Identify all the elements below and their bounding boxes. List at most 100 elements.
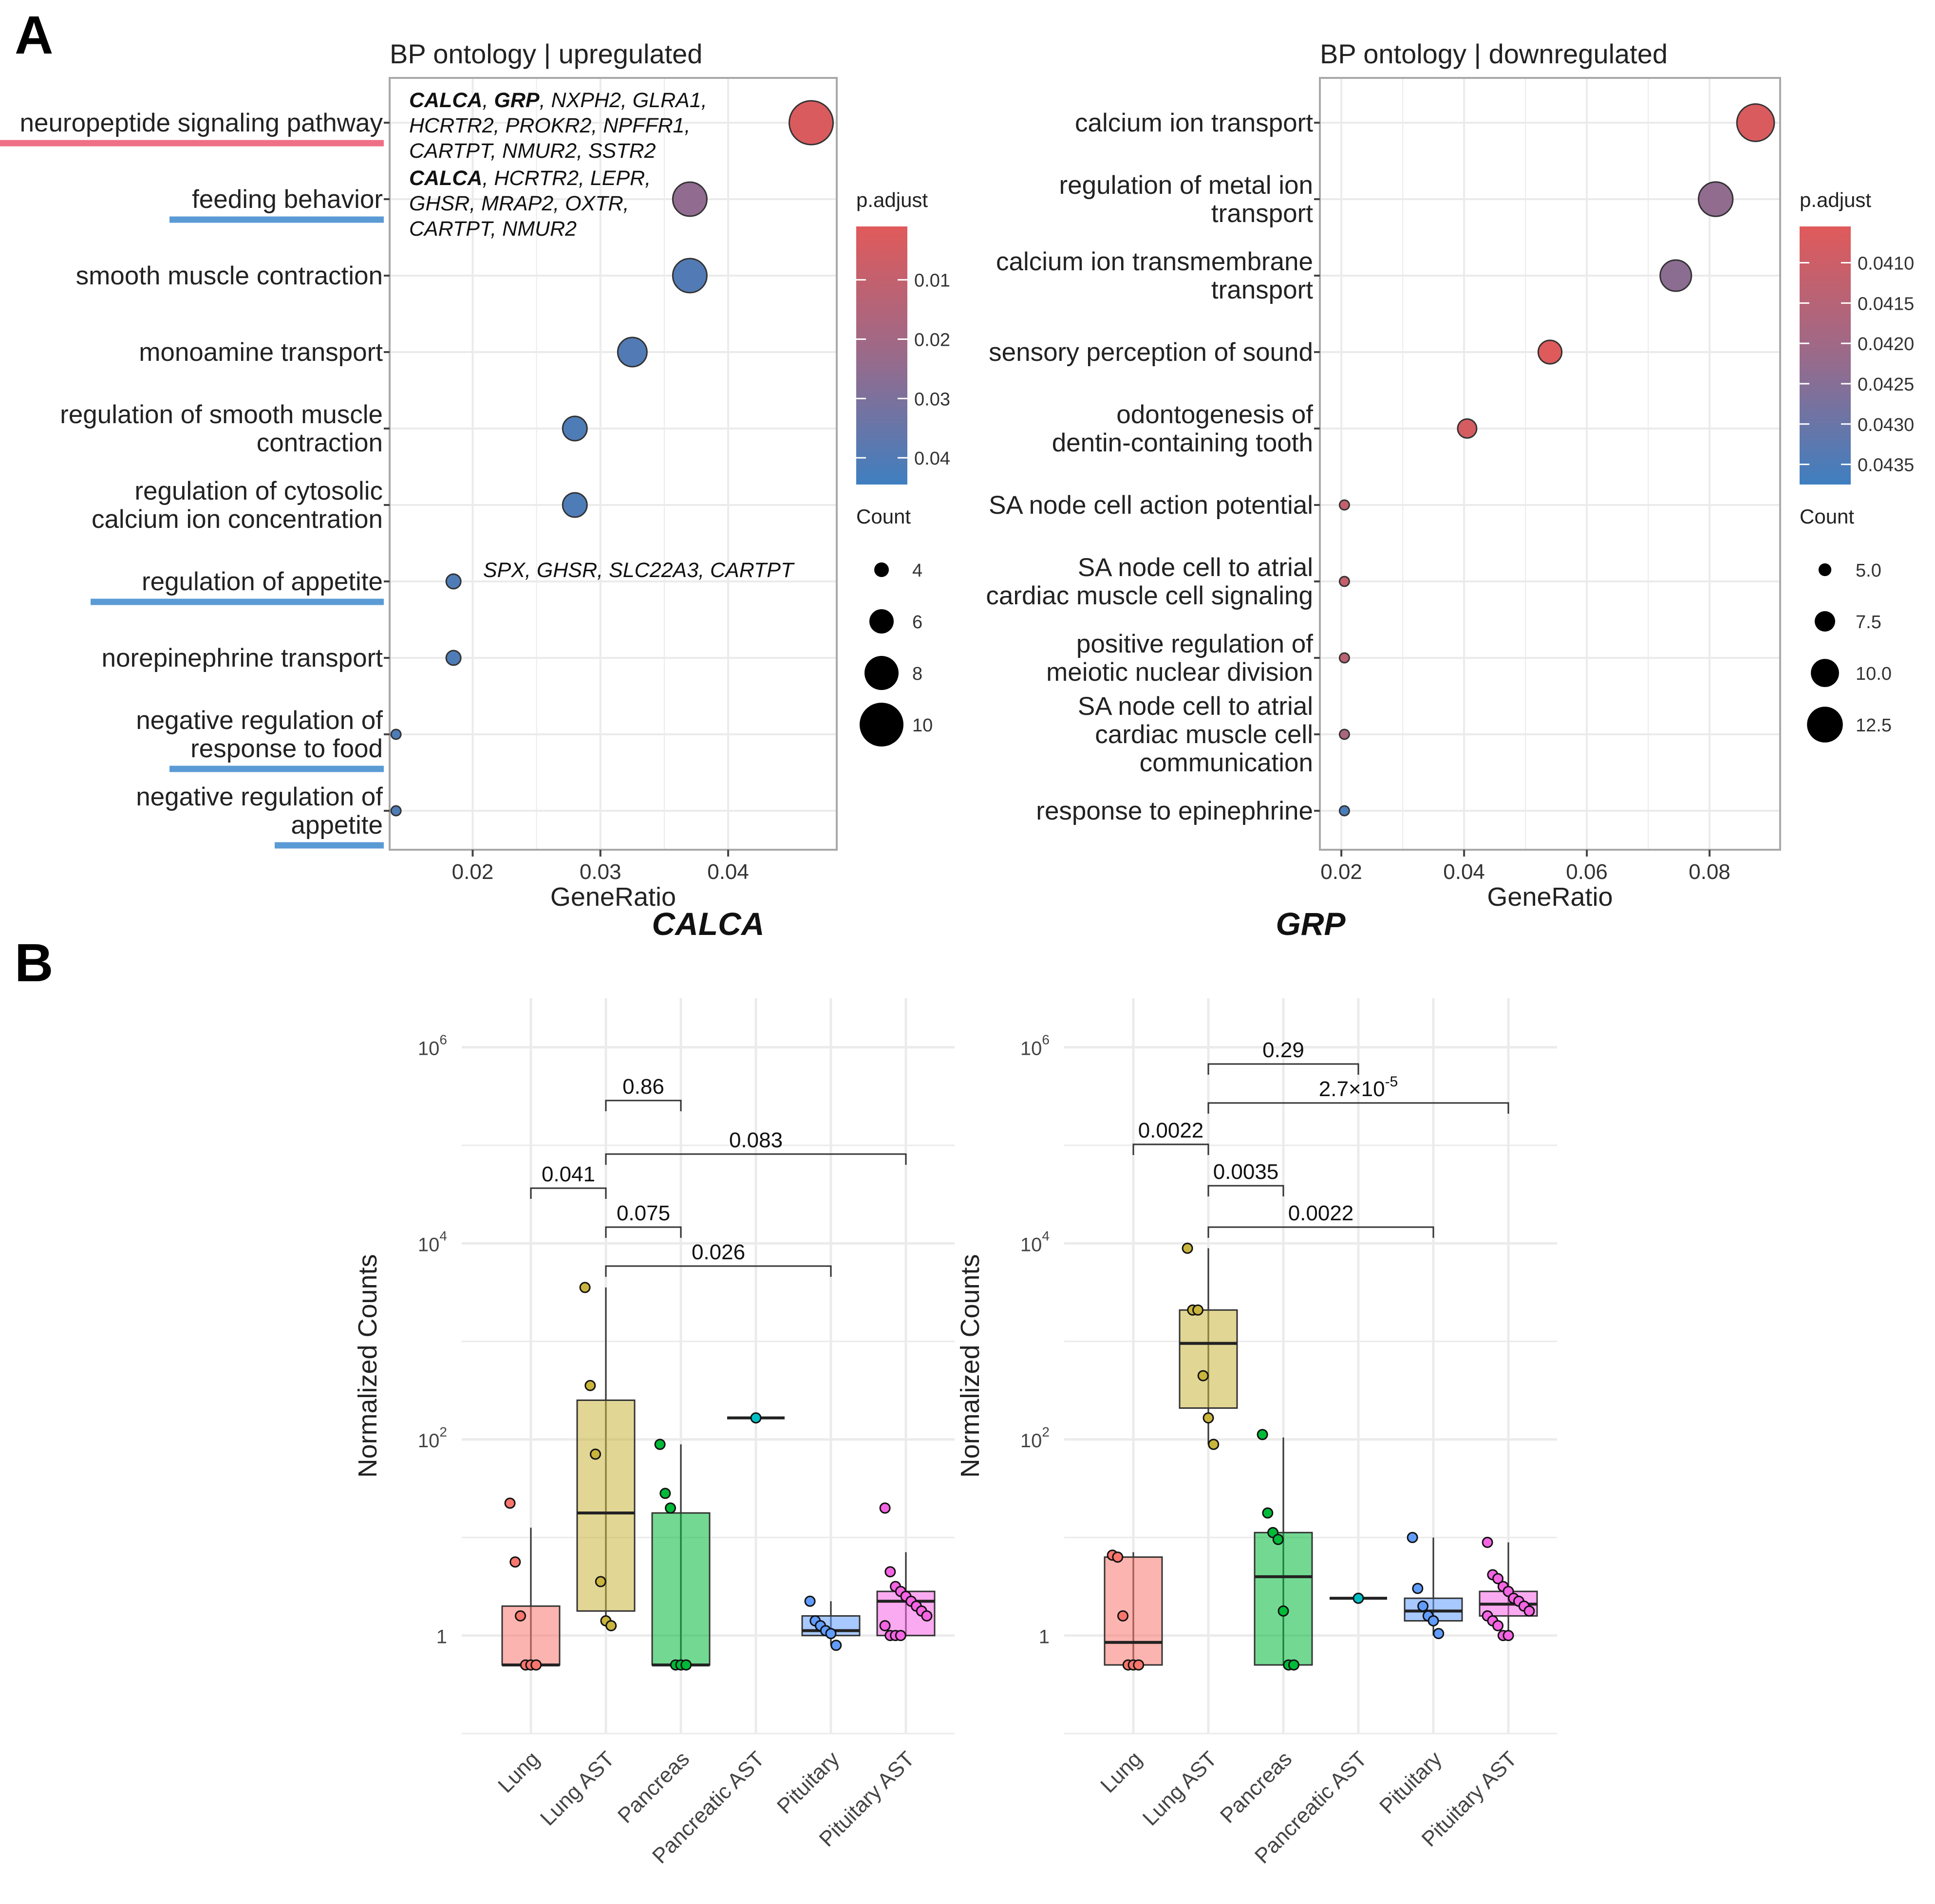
term-dot — [1338, 728, 1350, 740]
data-point — [1133, 1659, 1145, 1671]
significance-bracket — [605, 1226, 682, 1238]
term-dot — [562, 492, 588, 518]
term-dot — [1736, 103, 1775, 142]
size-legend-label: 8 — [912, 664, 922, 684]
term-label: sensory perception of sound — [989, 338, 1313, 367]
data-point — [1182, 1242, 1193, 1254]
size-legend-dot — [1818, 563, 1832, 577]
data-point — [605, 1620, 617, 1632]
color-bar-label: 0.02 — [914, 330, 950, 350]
p-value-label: 0.026 — [692, 1240, 745, 1264]
color-bar-label: 0.0425 — [1858, 374, 1914, 395]
size-legend-dot — [1811, 659, 1839, 687]
y-tick-label: 102 — [1020, 1424, 1050, 1452]
panel-border — [1319, 77, 1781, 851]
y-axis-label: Normalized Counts — [353, 1254, 382, 1477]
data-point — [1288, 1659, 1299, 1671]
data-point — [804, 1595, 816, 1607]
term-label: SA node cell to atrial cardiac muscle cel… — [986, 553, 1313, 610]
size-legend-dot — [1814, 611, 1836, 632]
data-point — [579, 1282, 591, 1293]
data-point — [1262, 1507, 1274, 1519]
chart-title: GRP — [1276, 906, 1346, 942]
data-point — [1407, 1531, 1418, 1543]
color-legend-title: p.adjust — [856, 188, 928, 211]
y-tick-label: 1 — [1039, 1626, 1050, 1648]
data-point — [921, 1610, 933, 1622]
term-dot — [562, 415, 588, 442]
box-iqr — [1254, 1531, 1313, 1666]
term-dot — [1457, 418, 1478, 439]
data-point — [1272, 1533, 1284, 1545]
color-bar-label: 0.04 — [914, 448, 950, 469]
color-bar-label: 0.0410 — [1858, 254, 1914, 274]
chart-title: BP ontology | upregulated — [390, 38, 702, 69]
term-dot — [445, 650, 462, 666]
size-legend-label: 6 — [912, 612, 922, 633]
term-dot — [672, 258, 708, 294]
term-label: odontogenesis of dentin-containing tooth — [1052, 400, 1314, 457]
size-legend-label: 12.5 — [1856, 715, 1892, 736]
data-point — [530, 1659, 542, 1671]
term-label: SA node cell action potential — [989, 491, 1313, 520]
size-legend-title: Count — [1800, 505, 1854, 528]
term-label: regulation of metal ion transport — [1059, 171, 1314, 228]
data-point — [895, 1630, 906, 1642]
data-point — [1202, 1412, 1214, 1424]
data-point — [879, 1502, 891, 1514]
color-bar-label: 0.01 — [914, 271, 950, 291]
color-bar-label: 0.0435 — [1858, 455, 1914, 476]
x-axis-label: GeneRatio — [1487, 882, 1613, 912]
term-label: negative regulation of response to food — [136, 706, 383, 763]
data-point — [1523, 1605, 1535, 1617]
data-point — [884, 1566, 896, 1578]
data-point — [680, 1659, 692, 1671]
x-tick-label: 0.02 — [452, 860, 494, 884]
p-value-label: 0.86 — [622, 1075, 664, 1099]
box-iqr — [1179, 1309, 1238, 1409]
data-point — [1482, 1536, 1493, 1548]
significance-bracket — [1132, 1143, 1209, 1155]
data-point — [1433, 1628, 1445, 1640]
term-label: response to epinephrine — [1036, 797, 1313, 825]
term-dot — [672, 181, 708, 217]
x-axis-label: GeneRatio — [550, 882, 676, 912]
significance-bracket — [605, 1153, 907, 1165]
y-tick-label: 104 — [1020, 1228, 1050, 1255]
data-point — [750, 1412, 762, 1424]
p-value-label: 0.0022 — [1288, 1201, 1354, 1225]
panel-label-b: B — [15, 933, 53, 993]
y-tick-label: 104 — [418, 1228, 447, 1255]
term-dot — [1338, 499, 1350, 511]
box-iqr — [576, 1399, 636, 1612]
term-label: negative regulation of appetite — [136, 783, 383, 840]
data-point — [504, 1497, 516, 1509]
data-point — [665, 1502, 676, 1514]
size-legend-label: 4 — [912, 560, 922, 581]
significance-bracket — [1207, 1226, 1434, 1238]
term-dot — [390, 728, 402, 740]
color-bar-label: 0.0415 — [1858, 294, 1914, 314]
term-label: smooth muscle contraction — [76, 261, 383, 290]
significance-bracket — [530, 1187, 607, 1199]
data-point — [1353, 1592, 1364, 1604]
term-label: SA node cell to atrial cardiac muscle cel… — [1078, 692, 1313, 777]
data-point — [1277, 1605, 1289, 1617]
x-tick-label: 0.02 — [1320, 860, 1362, 884]
data-point — [1412, 1583, 1424, 1594]
color-bar-label: 0.0420 — [1858, 334, 1914, 355]
data-point — [1257, 1429, 1268, 1440]
x-tick-label: 0.04 — [1443, 860, 1485, 884]
term-dot — [1338, 805, 1350, 817]
term-label: norepinephrine transport — [102, 644, 383, 672]
dotplot-downregulated: BP ontology | downregulated 0.02 0.04 0.06 0… — [986, 38, 1914, 912]
data-point — [1192, 1304, 1204, 1316]
p-value-label: 0.29 — [1262, 1038, 1304, 1062]
term-label: monoamine transport — [139, 338, 383, 367]
term-dot — [1659, 259, 1692, 292]
term-dot — [617, 336, 648, 368]
gene-annotation: CARTPT, NMUR2 — [409, 217, 577, 241]
box-iqr — [651, 1512, 711, 1666]
term-label: neuropeptide signaling pathway — [20, 109, 383, 137]
